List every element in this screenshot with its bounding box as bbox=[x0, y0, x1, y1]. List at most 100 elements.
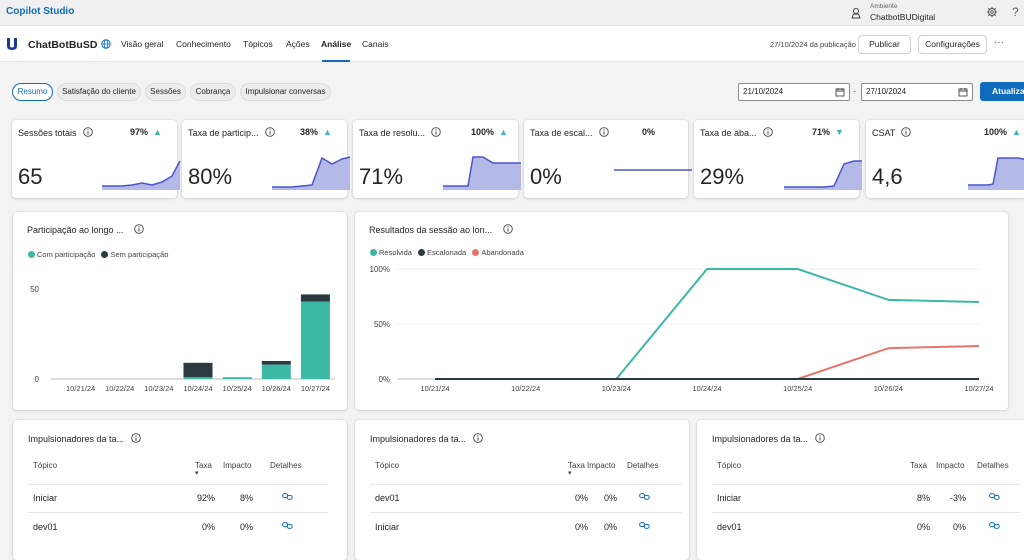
active-tab-indicator bbox=[322, 60, 350, 62]
calendar-icon[interactable] bbox=[958, 87, 968, 97]
col-topic[interactable]: Tópico bbox=[33, 461, 57, 470]
kpi-sparkline bbox=[102, 160, 181, 190]
gear-icon[interactable] bbox=[986, 6, 998, 18]
refresh-button[interactable]: Atualizar bbox=[980, 82, 1024, 101]
y-tick-label: 0 bbox=[35, 375, 40, 384]
col-details[interactable]: Detalhes bbox=[977, 461, 1009, 470]
info-icon[interactable] bbox=[473, 433, 483, 443]
date-from-input[interactable]: 21/10/2024 bbox=[738, 83, 850, 101]
info-icon[interactable] bbox=[134, 224, 144, 234]
tab-visao-geral[interactable]: Visão geral bbox=[121, 39, 164, 49]
chip-satisfacao[interactable]: Satisfação do cliente bbox=[57, 83, 141, 101]
legend-teal-dot bbox=[28, 251, 35, 258]
kpi-title: Taxa de particip... bbox=[188, 127, 275, 138]
app-title[interactable]: Copilot Studio bbox=[6, 6, 75, 17]
calendar-icon[interactable] bbox=[835, 87, 845, 97]
info-icon-wrapper[interactable] bbox=[901, 127, 912, 138]
info-icon-wrapper[interactable] bbox=[473, 433, 483, 444]
col-rate-label: Taxa bbox=[910, 461, 927, 470]
tab-analise[interactable]: Análise bbox=[321, 39, 352, 49]
chip-resumo[interactable]: Resumo bbox=[12, 83, 53, 101]
col-details[interactable]: Detalhes bbox=[270, 461, 302, 470]
info-icon-wrapper[interactable] bbox=[431, 127, 441, 138]
globe-icon[interactable] bbox=[101, 39, 111, 49]
info-icon[interactable] bbox=[598, 127, 609, 137]
bar-without-participation bbox=[261, 361, 291, 365]
col-details[interactable]: Detalhes bbox=[627, 461, 659, 470]
details-link-icon[interactable] bbox=[989, 521, 1000, 532]
kpi-card[interactable]: CSAT 100% ▲ 4,6 bbox=[866, 120, 1024, 198]
help-icon[interactable]: ? bbox=[1012, 5, 1019, 19]
cell-rate: 8% bbox=[916, 493, 930, 503]
details-link-icon[interactable] bbox=[639, 492, 650, 503]
kpi-change: 38% ▲ bbox=[300, 127, 332, 137]
col-details-label: Detalhes bbox=[977, 461, 1009, 470]
details-link-icon[interactable] bbox=[639, 521, 650, 532]
details-link-icon[interactable] bbox=[989, 492, 1000, 503]
kpi-title-text: CSAT bbox=[872, 128, 896, 138]
info-icon-wrapper[interactable] bbox=[815, 433, 825, 444]
details-link-icon[interactable] bbox=[282, 492, 293, 503]
info-icon[interactable] bbox=[82, 127, 93, 137]
info-icon[interactable] bbox=[264, 127, 275, 137]
info-icon-wrapper[interactable] bbox=[762, 127, 773, 138]
kpi-card[interactable]: Taxa de escal... 0% 0% bbox=[524, 120, 692, 198]
col-details-label: Detalhes bbox=[627, 461, 659, 470]
col-impact[interactable]: Impacto bbox=[223, 461, 251, 470]
drivers-title-text: Impulsionadores da ta... bbox=[370, 434, 467, 444]
table-divider bbox=[28, 484, 328, 485]
x-tick-label: 10/23/24 bbox=[144, 384, 173, 393]
info-icon-wrapper[interactable] bbox=[264, 127, 275, 138]
info-icon[interactable] bbox=[131, 433, 141, 443]
tab-acoes[interactable]: Ações bbox=[286, 39, 310, 49]
col-topic[interactable]: Tópico bbox=[375, 461, 399, 470]
col-details-label: Detalhes bbox=[270, 461, 302, 470]
date-to-input[interactable]: 27/10/2024 bbox=[861, 83, 973, 101]
more-options-icon[interactable]: ··· bbox=[994, 37, 1004, 48]
chip-cobranca[interactable]: Cobrança bbox=[190, 83, 236, 101]
environment-picker[interactable]: Ambiente ChatbotBUDigital bbox=[850, 2, 970, 24]
x-tick-label: 10/26/24 bbox=[262, 384, 291, 393]
sort-arrow-icon[interactable]: ▾ bbox=[568, 470, 572, 477]
info-icon-wrapper[interactable] bbox=[131, 433, 141, 444]
kpi-change-value: 100% bbox=[471, 127, 495, 137]
col-impact[interactable]: Impacto bbox=[936, 461, 964, 470]
x-tick-label: 10/22/24 bbox=[511, 384, 540, 393]
kpi-value: 65 bbox=[18, 164, 43, 189]
info-icon[interactable] bbox=[901, 127, 912, 137]
col-impact[interactable]: Impacto bbox=[587, 461, 615, 470]
publish-button[interactable]: Publicar bbox=[858, 35, 911, 54]
col-rate[interactable]: Taxa bbox=[910, 461, 927, 470]
x-tick-label: 10/25/24 bbox=[783, 384, 812, 393]
kpi-card[interactable]: Sessões totais 97% ▲ 65 bbox=[12, 120, 181, 198]
info-icon-wrapper[interactable] bbox=[82, 127, 93, 138]
tab-topicos[interactable]: Tópicos bbox=[243, 39, 273, 49]
sort-arrow-icon[interactable]: ▾ bbox=[195, 470, 199, 477]
participation-legend: Com participação Sem participação bbox=[28, 250, 168, 259]
kpi-card[interactable]: Taxa de resolu... 100% ▲ 71% bbox=[353, 120, 521, 198]
bot-name: ChatBotBuSD bbox=[28, 39, 98, 51]
info-icon[interactable] bbox=[502, 224, 513, 234]
kpi-card[interactable]: Taxa de aba... 71% ▼ 29% bbox=[694, 120, 862, 198]
info-icon-wrapper[interactable] bbox=[598, 127, 609, 138]
info-icon[interactable] bbox=[762, 127, 773, 137]
kpi-card[interactable]: Taxa de particip... 38% ▲ 80% bbox=[182, 120, 351, 198]
tab-canais[interactable]: Canais bbox=[362, 39, 389, 49]
details-link-icon[interactable] bbox=[282, 521, 293, 532]
chip-sessoes[interactable]: Sessões bbox=[145, 83, 186, 101]
col-rate[interactable]: Taxa ▾ bbox=[195, 461, 212, 477]
legend-teal-dot bbox=[370, 249, 377, 256]
drivers-title: Impulsionadores da ta... bbox=[712, 433, 825, 444]
settings-button[interactable]: Configurações bbox=[918, 35, 987, 54]
cell-rate: 0% bbox=[201, 522, 215, 532]
x-tick-label: 10/24/24 bbox=[692, 384, 721, 393]
participation-chart-card: Participação ao longo ... Com participaç… bbox=[13, 212, 347, 410]
legend-dark-dot bbox=[101, 251, 109, 258]
info-icon[interactable] bbox=[431, 127, 441, 137]
tab-conhecimento[interactable]: Conhecimento bbox=[176, 39, 231, 49]
col-rate[interactable]: Taxa ▾ bbox=[568, 461, 585, 477]
info-icon[interactable] bbox=[815, 433, 825, 443]
kpi-value: 71% bbox=[359, 164, 404, 189]
chip-impulsionar[interactable]: Impulsionar conversas bbox=[240, 83, 331, 101]
col-topic[interactable]: Tópico bbox=[717, 461, 741, 470]
